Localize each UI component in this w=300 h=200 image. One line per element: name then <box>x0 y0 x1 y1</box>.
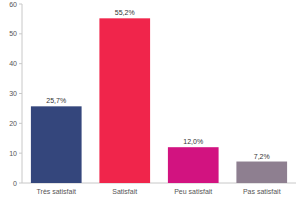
data-label: 25,7% <box>46 97 66 104</box>
x-tick-label: Satisfait <box>112 188 137 195</box>
bar <box>99 18 150 183</box>
bar <box>236 162 287 183</box>
data-label: 7,2% <box>254 153 270 160</box>
page: {"chart_data": {"type": "bar", "categori… <box>0 0 300 200</box>
x-tick-label: Peu satisfait <box>174 188 212 195</box>
y-tick-label: 20 <box>9 120 17 127</box>
y-tick-label: 40 <box>9 60 17 67</box>
y-tick-label: 0 <box>13 180 17 187</box>
bar <box>168 147 219 183</box>
y-tick-label: 30 <box>9 90 17 97</box>
chart-svg: 0 10 20 30 40 50 60 25,7% Très satisfait 55,2% Sat… <box>0 0 300 200</box>
data-label: 55,2% <box>115 9 135 16</box>
y-tick-label: 50 <box>9 30 17 37</box>
y-axis-line <box>22 4 23 183</box>
data-label: 12,0% <box>183 138 203 145</box>
chart-container: 0 10 20 30 40 50 60 25,7% Très satisfait 55,2% Sat… <box>0 0 300 200</box>
bars <box>31 18 287 183</box>
x-tick-label: Pas satisfait <box>243 188 281 195</box>
y-tick-label: 60 <box>9 1 17 8</box>
bar <box>31 106 82 183</box>
x-tick-label: Très satisfait <box>37 188 76 195</box>
y-tick-label: 10 <box>9 150 17 157</box>
